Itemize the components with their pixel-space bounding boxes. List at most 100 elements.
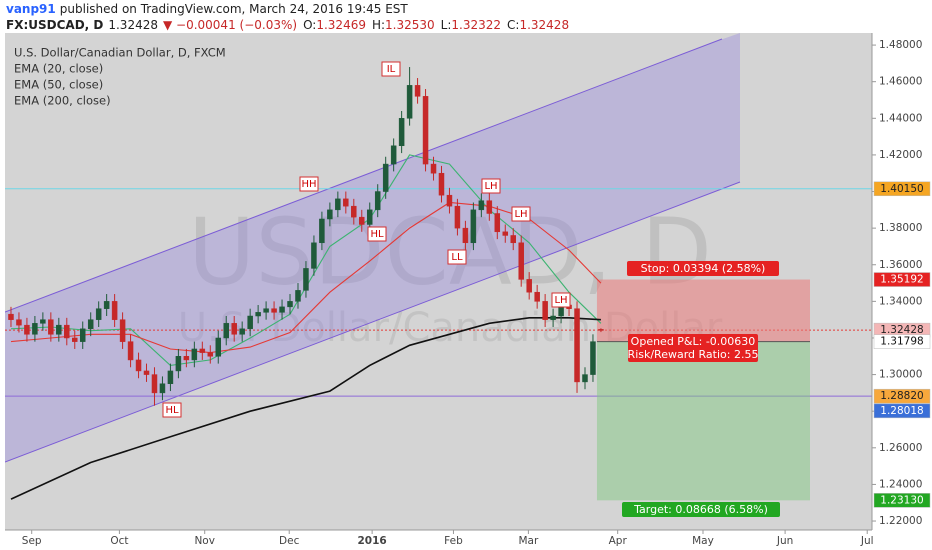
x-tick-label: Feb xyxy=(444,535,463,547)
target-zone xyxy=(596,341,810,501)
candle-body xyxy=(366,209,373,225)
target-label: Target: 0.08668 (6.58%) xyxy=(633,503,768,516)
candle-body xyxy=(414,85,421,97)
candle-body xyxy=(143,370,150,375)
candle-body xyxy=(327,209,333,220)
ema-line xyxy=(10,317,601,500)
candle-body xyxy=(119,319,126,342)
annotation-box xyxy=(162,402,182,418)
candle-body xyxy=(446,194,453,207)
candle-body xyxy=(175,356,182,372)
candle-body xyxy=(542,301,548,320)
candle-body xyxy=(335,198,341,211)
last-price: 1.32428 xyxy=(108,18,158,32)
x-axis-background xyxy=(0,530,872,550)
position-layer: Stop: 0.03394 (2.58%) Target: 0.08668 (6.… xyxy=(596,261,810,517)
price-label-box xyxy=(873,181,931,197)
candle-body xyxy=(303,268,309,291)
y-tick-label: 1.24000 xyxy=(879,478,922,490)
ema-layer xyxy=(10,154,602,500)
stop-label: Stop: 0.03394 (2.58%) xyxy=(641,262,766,275)
annotation: LH xyxy=(514,209,527,220)
price-label: 1.28018 xyxy=(880,405,923,417)
price-label-box xyxy=(873,388,931,404)
x-tick-label: Jul xyxy=(860,535,874,547)
annotation-layer: IL HH LH HL LH LL LH HL xyxy=(162,61,571,418)
x-tick-label: 2016 xyxy=(358,535,387,547)
candle-body xyxy=(87,319,94,330)
ohlc-value: 1.32428 xyxy=(519,18,569,32)
candle-body xyxy=(582,374,588,383)
candle-body xyxy=(359,216,365,225)
author: vanp91 xyxy=(6,2,56,16)
price-label: 1.35192 xyxy=(880,274,923,286)
published: published on TradingView.com, March 24, … xyxy=(60,2,409,16)
candle-body xyxy=(167,370,174,384)
candle-body xyxy=(183,356,190,361)
ohlc-label: O: xyxy=(303,18,316,32)
pnl-label: Opened P&L: -0.00630 xyxy=(631,335,756,348)
annotation: HH xyxy=(301,179,316,190)
y-tick-label: 1.22000 xyxy=(879,515,922,527)
y-tick-label: 1.38000 xyxy=(879,222,922,234)
candle-body xyxy=(24,324,30,335)
y-tick-label: 1.26000 xyxy=(879,442,922,454)
candle-body xyxy=(191,348,198,361)
y-axis-background xyxy=(872,33,932,550)
candle-body xyxy=(534,291,540,302)
candle-body xyxy=(422,96,429,165)
pnl-box xyxy=(628,334,758,362)
annotation: IL xyxy=(387,64,396,75)
candle-body xyxy=(470,209,477,244)
candle-body xyxy=(207,352,214,357)
annotation-box xyxy=(511,206,531,222)
y-tick-label: 1.30000 xyxy=(879,369,922,381)
candle-body xyxy=(127,341,134,361)
price-label-box xyxy=(873,272,931,287)
ema-line xyxy=(10,154,602,366)
legend-item: EMA (200, close) xyxy=(14,94,111,108)
y-tick-label: 1.48000 xyxy=(879,39,922,51)
candle-body xyxy=(247,315,253,330)
candle-body xyxy=(215,337,222,357)
annotation: LH xyxy=(554,295,567,306)
annotation-box xyxy=(447,249,467,265)
price-label-box xyxy=(873,334,931,349)
channel xyxy=(5,33,741,463)
price-label-box xyxy=(873,403,931,419)
candle-layer xyxy=(8,67,604,406)
candle-body xyxy=(430,163,437,174)
candle-body xyxy=(199,348,206,353)
candle-body xyxy=(398,118,405,147)
candle-body xyxy=(271,308,277,313)
candle-body xyxy=(406,85,413,119)
price-label: 1.23130 xyxy=(880,494,923,506)
annotation-box xyxy=(551,292,571,308)
candle-body xyxy=(518,242,524,280)
y-tick-label: 1.36000 xyxy=(879,259,922,271)
candle-body xyxy=(111,301,118,320)
candle-body xyxy=(311,242,317,269)
y-tick-label: 1.42000 xyxy=(879,149,922,161)
channel-upper xyxy=(5,38,723,313)
legend-item: EMA (50, close) xyxy=(14,78,103,92)
axis-layer: 1.220001.240001.260001.280001.300001.320… xyxy=(22,39,931,547)
stop-zone xyxy=(596,279,810,342)
x-tick-label: May xyxy=(692,535,714,547)
candle-body xyxy=(390,145,397,165)
annotation-box xyxy=(481,178,501,194)
candle-body xyxy=(279,306,285,313)
candle-body xyxy=(231,323,237,335)
header-line: vanp91 published on TradingView.com, Marc… xyxy=(6,2,408,16)
candle-body xyxy=(135,359,142,372)
candle-body xyxy=(462,227,469,244)
annotation: LL xyxy=(451,252,463,263)
candle-body xyxy=(590,341,596,375)
candle-body xyxy=(287,301,293,308)
ohlc-value: 1.32469 xyxy=(316,18,366,32)
candle-body xyxy=(438,172,445,196)
legend-title: U.S. Dollar/Canadian Dollar, D, FXCM xyxy=(14,46,226,60)
rr-label: Risk/Reward Ratio: 2.55 xyxy=(628,348,759,361)
candle-body xyxy=(494,213,501,233)
